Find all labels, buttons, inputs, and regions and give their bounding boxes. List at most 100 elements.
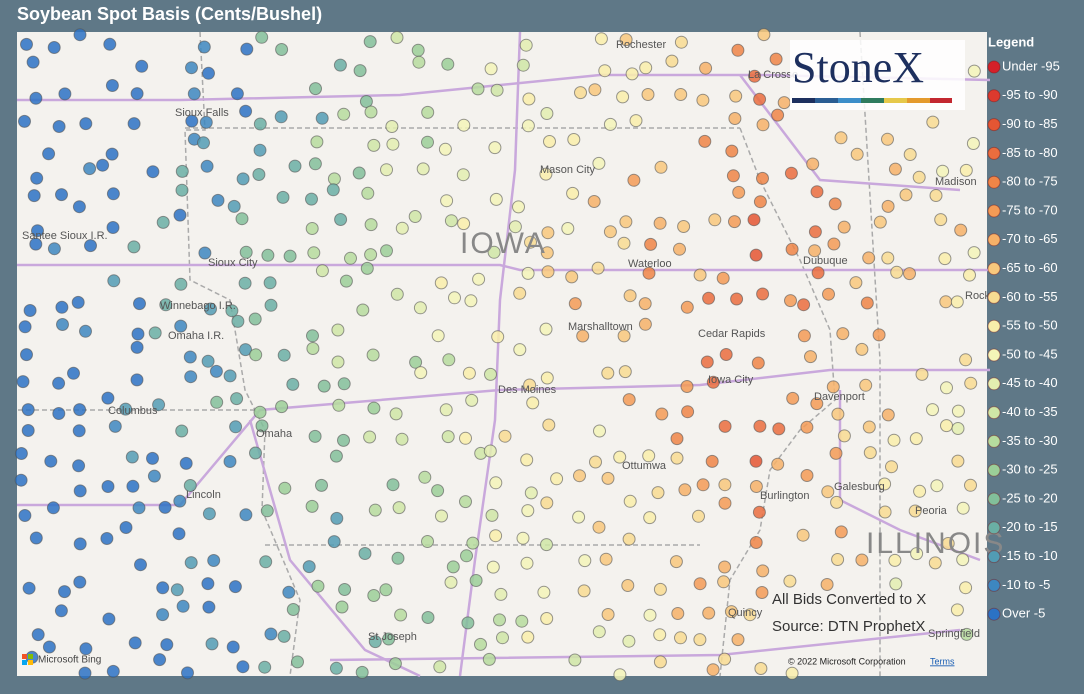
site-marker	[205, 637, 219, 651]
site-marker	[211, 193, 225, 207]
site-marker	[674, 35, 688, 49]
site-marker	[855, 342, 869, 356]
site-marker	[488, 141, 502, 155]
site-marker	[963, 268, 976, 282]
site-marker	[692, 509, 705, 523]
site-marker	[231, 314, 245, 328]
site-marker	[521, 119, 535, 133]
site-marker	[277, 629, 291, 643]
state-label: IOWA	[460, 227, 547, 260]
site-marker	[159, 298, 173, 312]
site-marker	[339, 274, 353, 288]
site-marker	[940, 381, 953, 395]
site-marker	[385, 120, 399, 133]
site-marker	[593, 424, 606, 438]
site-marker	[408, 210, 422, 223]
site-marker	[936, 164, 950, 178]
site-marker	[184, 370, 198, 384]
legend-marker	[987, 175, 1001, 189]
site-marker	[753, 92, 767, 106]
site-marker	[29, 91, 43, 105]
site-marker	[253, 117, 267, 131]
site-marker	[223, 455, 237, 468]
site-marker	[878, 505, 892, 519]
site-marker	[889, 577, 903, 591]
site-marker	[829, 446, 843, 460]
site-marker	[783, 574, 797, 588]
site-marker	[102, 612, 116, 626]
site-marker	[431, 329, 445, 343]
site-marker	[364, 248, 378, 262]
site-marker	[72, 459, 86, 473]
site-marker	[716, 271, 730, 285]
site-marker	[681, 405, 695, 419]
legend-label: -70 to -65	[1002, 231, 1058, 246]
site-marker	[18, 509, 32, 522]
city-label: La Crosse	[748, 69, 798, 81]
site-marker	[622, 393, 636, 407]
site-marker	[306, 329, 319, 343]
site-markers	[14, 28, 981, 682]
site-marker	[706, 375, 720, 389]
site-marker	[134, 558, 147, 572]
site-marker	[416, 162, 430, 176]
legend-marker	[987, 290, 1001, 304]
site-marker	[187, 87, 201, 101]
site-marker	[179, 456, 193, 470]
city-label: Quincy	[728, 607, 763, 619]
site-marker	[435, 509, 448, 523]
site-marker	[516, 531, 530, 545]
site-marker	[837, 220, 851, 234]
terms-link[interactable]: Terms	[930, 656, 955, 666]
site-marker	[878, 477, 892, 491]
site-marker	[959, 353, 973, 367]
site-marker	[21, 424, 35, 437]
site-marker	[440, 194, 454, 208]
site-marker	[705, 454, 719, 468]
site-marker	[130, 373, 144, 387]
site-marker	[797, 329, 811, 343]
site-marker	[264, 298, 278, 312]
site-marker	[358, 547, 372, 560]
site-marker	[484, 62, 498, 76]
site-marker	[756, 287, 770, 301]
site-marker	[621, 579, 635, 592]
site-marker	[202, 600, 216, 614]
site-marker	[302, 560, 316, 574]
site-marker	[277, 348, 291, 362]
site-marker	[390, 287, 404, 301]
site-marker	[756, 171, 769, 185]
site-marker	[106, 664, 120, 678]
site-marker	[106, 187, 120, 201]
site-marker	[315, 264, 329, 278]
site-marker	[132, 501, 146, 515]
site-marker	[464, 294, 478, 308]
city-label: St Joseph	[368, 631, 417, 643]
city-label: Burlington	[760, 490, 810, 502]
site-marker	[364, 218, 378, 232]
site-marker	[108, 419, 122, 433]
site-marker	[749, 536, 763, 549]
site-marker	[227, 199, 241, 213]
site-marker	[521, 630, 535, 644]
site-marker	[364, 105, 378, 119]
site-marker	[52, 120, 66, 133]
legend-marker	[987, 204, 1001, 218]
site-marker	[239, 508, 253, 522]
site-marker	[959, 163, 973, 177]
site-marker	[239, 343, 252, 357]
site-marker	[625, 67, 639, 81]
site-marker	[804, 350, 817, 364]
site-marker	[226, 640, 240, 654]
site-marker	[950, 295, 964, 309]
site-marker	[52, 407, 66, 420]
site-marker	[361, 186, 375, 200]
site-marker	[732, 185, 746, 199]
site-marker	[827, 237, 841, 251]
site-marker	[27, 189, 41, 203]
site-marker	[568, 653, 582, 667]
site-marker	[638, 317, 652, 331]
site-marker	[185, 61, 198, 75]
site-marker	[83, 162, 97, 176]
site-marker	[199, 115, 213, 129]
